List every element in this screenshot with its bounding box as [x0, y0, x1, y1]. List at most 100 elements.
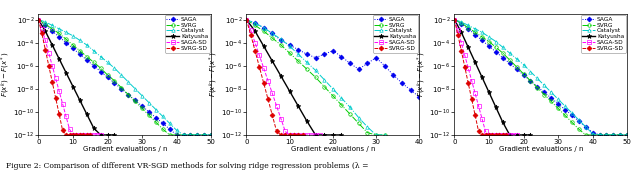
SAGA	[338, 56, 346, 58]
Line: Catalyst: Catalyst	[244, 18, 387, 137]
Katyusha	[506, 134, 513, 136]
Line: Katyusha: Katyusha	[452, 17, 533, 137]
Katyusha	[243, 19, 250, 21]
SAGA	[582, 126, 589, 128]
SVRG	[338, 104, 346, 106]
Catalyst	[124, 81, 132, 83]
Catalyst	[561, 105, 569, 107]
SAGA	[554, 103, 562, 105]
SVRG-SD	[69, 134, 77, 136]
SVRG-SD	[45, 65, 52, 67]
Catalyst	[173, 129, 180, 131]
SAGA	[269, 32, 276, 34]
Katyusha	[338, 134, 346, 136]
SAGA-SD	[290, 134, 298, 136]
SVRG-SD	[488, 134, 496, 136]
Katyusha	[471, 61, 479, 63]
Catalyst	[69, 35, 77, 37]
SVRG	[451, 19, 458, 21]
SVRG	[138, 107, 146, 110]
SVRG	[478, 36, 486, 38]
SVRG-SD	[461, 66, 468, 68]
SAGA	[485, 45, 493, 47]
Catalyst	[540, 84, 548, 86]
Catalyst	[372, 134, 380, 136]
SVRG-SD	[273, 130, 280, 133]
SAGA	[346, 62, 354, 65]
Catalyst	[451, 19, 458, 21]
Catalyst	[623, 134, 631, 136]
Katyusha	[49, 44, 56, 46]
SVRG	[180, 134, 188, 136]
SAGA	[286, 44, 294, 46]
SAGA-SD	[458, 42, 465, 44]
Line: SAGA-SD: SAGA-SD	[452, 18, 518, 137]
Katyusha	[104, 134, 111, 136]
Line: SVRG-SD: SVRG-SD	[244, 18, 304, 137]
SVRG	[596, 134, 604, 136]
Catalyst	[152, 108, 160, 111]
X-axis label: Gradient evaluations / n: Gradient evaluations / n	[83, 147, 167, 152]
Catalyst	[286, 45, 294, 47]
SAGA-SD	[294, 134, 302, 136]
SAGA	[138, 105, 146, 107]
SAGA-SD	[66, 128, 74, 130]
SVRG-SD	[277, 134, 285, 136]
SVRG	[540, 94, 548, 96]
SVRG	[131, 101, 139, 103]
Catalyst	[90, 50, 97, 52]
SAGA-SD	[485, 134, 493, 136]
SVRG	[166, 134, 173, 136]
Catalyst	[55, 28, 63, 30]
Legend: SAGA, SVRG, Catalyst, Katyusha, SAGA-SD, SVRG-SD: SAGA, SVRG, Catalyst, Katyusha, SAGA-SD,…	[580, 15, 626, 53]
SAGA-SD	[49, 65, 56, 67]
Catalyst	[252, 22, 259, 24]
SAGA	[76, 53, 84, 55]
SAGA	[83, 59, 91, 61]
Line: SAGA: SAGA	[452, 18, 629, 137]
SVRG	[286, 52, 294, 54]
SVRG	[76, 50, 84, 52]
Line: SVRG-SD: SVRG-SD	[36, 18, 92, 137]
Catalyst	[49, 24, 56, 26]
Katyusha	[478, 76, 486, 78]
SAGA	[207, 134, 215, 136]
SAGA-SD	[303, 134, 311, 136]
Catalyst	[138, 95, 146, 97]
Catalyst	[554, 98, 562, 100]
Catalyst	[364, 126, 371, 128]
SAGA	[372, 57, 380, 59]
SVRG-SD	[290, 134, 298, 136]
Catalyst	[499, 46, 507, 48]
Catalyst	[35, 19, 42, 21]
Katyusha	[286, 90, 294, 92]
SAGA-SD	[502, 134, 510, 136]
Catalyst	[294, 53, 302, 55]
SAGA	[187, 134, 195, 136]
SVRG-SD	[502, 134, 510, 136]
Katyusha	[458, 31, 465, 33]
Line: SVRG-SD: SVRG-SD	[452, 18, 508, 137]
SAGA-SD	[478, 118, 486, 120]
Catalyst	[111, 67, 118, 69]
SAGA	[173, 134, 180, 136]
SAGA-SD	[255, 54, 263, 56]
SVRG	[547, 101, 555, 103]
SVRG	[381, 134, 388, 136]
SAGA	[575, 120, 582, 122]
SVRG-SD	[499, 134, 507, 136]
Katyusha	[83, 113, 91, 115]
Katyusha	[55, 58, 63, 60]
SAGA	[381, 65, 388, 67]
SAGA-SD	[247, 29, 255, 31]
SVRG-SD	[482, 134, 490, 136]
Catalyst	[62, 31, 70, 33]
Catalyst	[575, 119, 582, 121]
Line: SAGA: SAGA	[244, 18, 421, 99]
SAGA-SD	[243, 19, 250, 21]
Line: SVRG: SVRG	[36, 18, 213, 137]
SAGA	[471, 34, 479, 36]
Catalyst	[355, 117, 363, 119]
Katyusha	[97, 134, 104, 136]
Katyusha	[513, 134, 520, 136]
